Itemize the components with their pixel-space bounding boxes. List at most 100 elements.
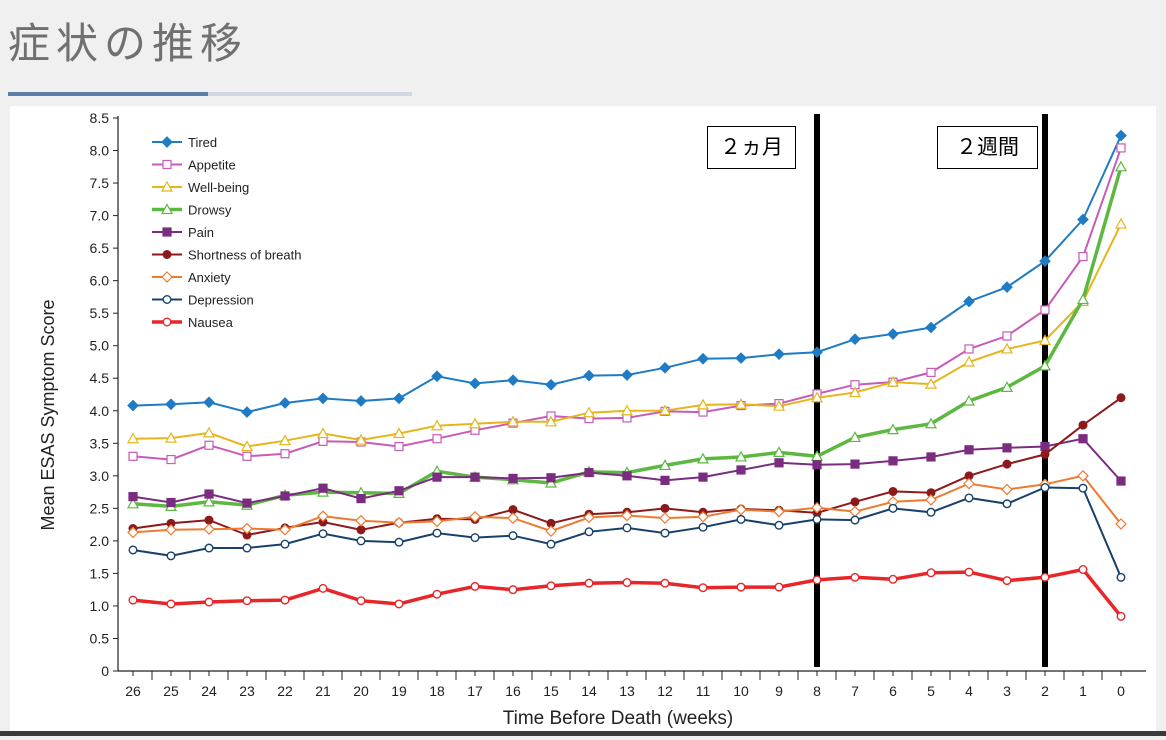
data-point-anxiety bbox=[735, 503, 747, 516]
data-point-anxiety bbox=[279, 523, 291, 536]
data-point-well-being bbox=[658, 404, 672, 416]
y-tick-label: 0.5 bbox=[90, 630, 110, 646]
data-point-tired bbox=[963, 295, 975, 308]
data-point-pain bbox=[850, 459, 860, 469]
data-point-appetite bbox=[1002, 331, 1012, 341]
legend-label-anxiety: Anxiety bbox=[188, 270, 231, 285]
chart-legend: Tired Appetite Well-being Drowsy Pain Shortne… bbox=[152, 135, 301, 330]
data-point-appetite bbox=[242, 451, 252, 461]
x-tick-label: 7 bbox=[851, 683, 859, 699]
x-tick-label: 15 bbox=[543, 683, 559, 699]
legend-label-depression: Depression bbox=[188, 293, 254, 308]
series-nausea bbox=[128, 565, 1126, 621]
data-point-shortness-of-breath bbox=[1040, 449, 1050, 459]
title-underline-accent bbox=[8, 92, 208, 96]
series-depression bbox=[128, 483, 1126, 582]
y-tick-label: 4.5 bbox=[90, 370, 110, 386]
y-tick-label: 7.5 bbox=[90, 175, 110, 191]
y-tick-label: 5.5 bbox=[90, 305, 110, 321]
data-point-tired bbox=[659, 361, 671, 374]
legend-marker-depression bbox=[162, 294, 172, 304]
data-point-depression bbox=[660, 528, 670, 538]
data-point-well-being bbox=[620, 404, 634, 416]
data-point-pain bbox=[470, 472, 480, 482]
data-point-shortness-of-breath bbox=[356, 525, 366, 535]
data-point-depression bbox=[1002, 499, 1012, 509]
data-point-drowsy bbox=[126, 497, 140, 509]
data-point-well-being bbox=[164, 431, 178, 443]
data-point-depression bbox=[926, 507, 936, 517]
data-point-nausea bbox=[584, 578, 594, 588]
data-point-tired bbox=[355, 395, 367, 407]
x-tick-label: 6 bbox=[889, 683, 897, 699]
data-point-depression bbox=[888, 503, 898, 513]
data-point-well-being bbox=[772, 399, 786, 411]
data-point-nausea bbox=[128, 595, 138, 605]
data-point-well-being bbox=[1000, 342, 1014, 354]
y-tick-label: 3.0 bbox=[90, 468, 110, 484]
data-point-pain bbox=[964, 445, 974, 455]
data-point-anxiety bbox=[355, 514, 367, 527]
data-point-tired bbox=[735, 352, 747, 364]
data-point-pain bbox=[812, 460, 822, 470]
data-point-anxiety bbox=[1001, 483, 1013, 496]
data-point-tired bbox=[773, 348, 785, 361]
data-point-nausea bbox=[926, 568, 936, 578]
legend-label-shortness-of-breath: Shortness of breath bbox=[188, 248, 301, 263]
series-tired bbox=[127, 129, 1127, 418]
data-point-nausea bbox=[470, 581, 480, 591]
data-point-pain bbox=[660, 475, 670, 485]
x-tick-label: 2 bbox=[1041, 683, 1049, 699]
data-point-anxiety bbox=[963, 477, 975, 490]
data-point-pain bbox=[698, 472, 708, 482]
data-point-nausea bbox=[888, 574, 898, 584]
data-point-tired bbox=[583, 369, 595, 382]
data-point-tired bbox=[203, 396, 215, 409]
y-tick-label: 1.0 bbox=[90, 598, 110, 614]
title-underline bbox=[8, 92, 412, 96]
legend-item-depression: Depression bbox=[152, 293, 254, 308]
legend-item-tired: Tired bbox=[152, 135, 217, 150]
data-point-well-being bbox=[886, 375, 900, 387]
data-point-anxiety bbox=[583, 511, 595, 524]
data-point-nausea bbox=[356, 596, 366, 606]
data-point-pain bbox=[394, 486, 404, 496]
data-point-appetite bbox=[280, 449, 290, 459]
series-appetite bbox=[128, 143, 1126, 465]
series-line-nausea bbox=[132, 567, 1123, 618]
data-point-nausea bbox=[508, 585, 518, 595]
y-tick-label: 7.0 bbox=[90, 208, 110, 224]
x-tick-label: 18 bbox=[429, 683, 445, 699]
data-point-depression bbox=[584, 527, 594, 537]
data-point-pain bbox=[926, 452, 936, 462]
legend-marker-pain bbox=[162, 227, 172, 237]
data-point-well-being bbox=[392, 427, 406, 439]
data-point-nausea bbox=[622, 578, 632, 588]
chart-axes: 0 0.5 1.0 1.5 2.0 2.5 3.0 3.5 4.0 4.5 5.0 5.5 6.0 6.5… bbox=[90, 110, 1146, 699]
data-point-shortness-of-breath bbox=[1002, 459, 1012, 469]
legend-label-well-being: Well-being bbox=[188, 180, 249, 195]
data-point-well-being bbox=[430, 419, 444, 431]
data-point-anxiety bbox=[203, 523, 215, 536]
data-point-tired bbox=[925, 321, 937, 334]
data-point-nausea bbox=[1040, 572, 1050, 582]
data-point-depression bbox=[1116, 572, 1126, 582]
data-point-pain bbox=[1078, 434, 1088, 444]
data-point-pain bbox=[1002, 443, 1012, 453]
data-point-tired bbox=[1001, 281, 1013, 294]
data-point-pain bbox=[1040, 441, 1050, 452]
data-point-anxiety bbox=[393, 516, 405, 529]
data-point-well-being bbox=[734, 398, 748, 409]
x-tick-label: 24 bbox=[201, 683, 217, 699]
y-tick-label: 2.0 bbox=[90, 533, 110, 549]
data-point-well-being bbox=[506, 415, 520, 427]
data-point-drowsy bbox=[962, 394, 976, 406]
data-point-tired bbox=[507, 374, 519, 387]
data-point-well-being bbox=[924, 377, 938, 389]
legend-marker-shortness-of-breath bbox=[162, 249, 172, 259]
data-point-tired bbox=[621, 369, 633, 381]
data-point-depression bbox=[242, 543, 252, 553]
data-point-pain bbox=[318, 483, 328, 493]
data-point-drowsy bbox=[772, 446, 786, 458]
data-point-pain bbox=[888, 456, 898, 466]
